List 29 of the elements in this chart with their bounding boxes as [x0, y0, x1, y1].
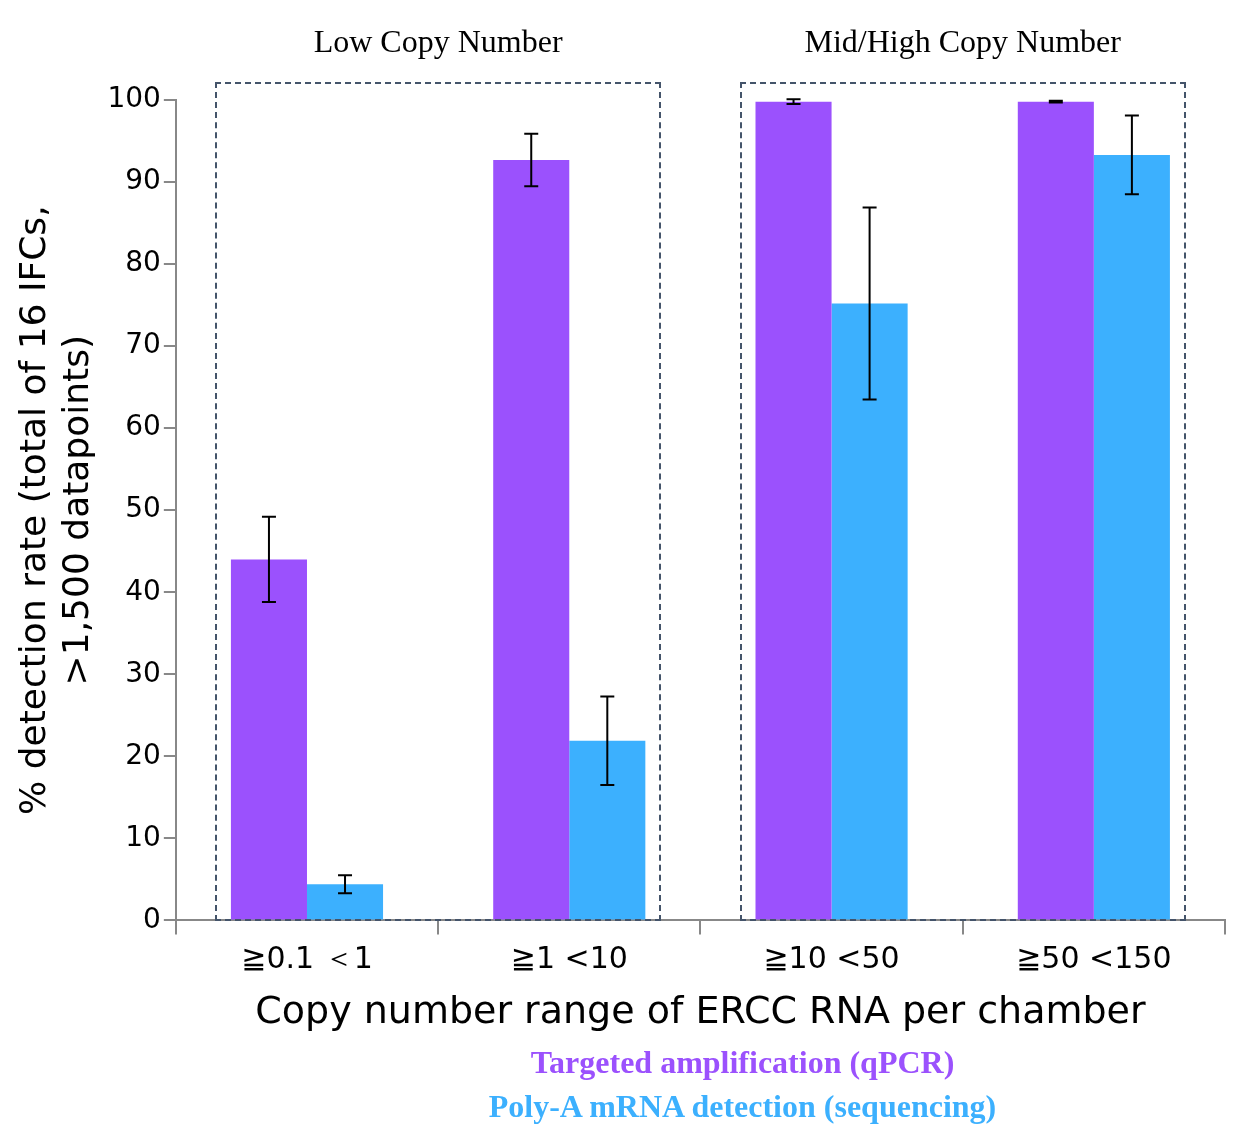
bar — [230, 559, 307, 920]
y-tick-label: 90 — [125, 163, 161, 197]
bar — [569, 740, 646, 920]
text: Mid/High Copy Number — [804, 23, 1122, 60]
y-tick-label: 20 — [125, 737, 161, 771]
bar — [306, 884, 384, 920]
y-tick-label: 70 — [125, 327, 161, 361]
y-tick-label: 100 — [107, 81, 161, 115]
y-axis-title: % detection rate (total of 16 IFCs, >1,500 datapoints) — [11, 205, 97, 815]
x-tick-label: ≧50 <150 — [1016, 940, 1172, 976]
y-tick-label: 10 — [125, 819, 161, 853]
x-axis-title: Copy number range of ERCC RNA per chamber — [255, 988, 1146, 1033]
y-tick-label: 40 — [125, 573, 161, 607]
bar — [1093, 154, 1170, 920]
bar — [755, 101, 832, 920]
y-tick-label: 50 — [125, 491, 161, 525]
y-tick-label: 60 — [125, 409, 161, 443]
x-tick-label: ≧0.1 ＜1 — [241, 940, 373, 976]
text: Low Copy Number — [313, 23, 563, 60]
bar — [831, 303, 908, 920]
text: Targeted amplification (qPCR) — [529, 1043, 956, 1082]
bar — [493, 159, 570, 920]
bar — [1017, 101, 1094, 920]
y-tick-label: 0 — [143, 901, 161, 935]
y-tick-label: 30 — [125, 655, 161, 689]
y-tick-label: 80 — [125, 245, 161, 279]
text: Poly-A mRNA detection (sequencing) — [487, 1087, 998, 1126]
x-tick-label: ≧1 <10 — [510, 940, 628, 976]
x-tick-label: ≧10 <50 — [763, 940, 900, 976]
